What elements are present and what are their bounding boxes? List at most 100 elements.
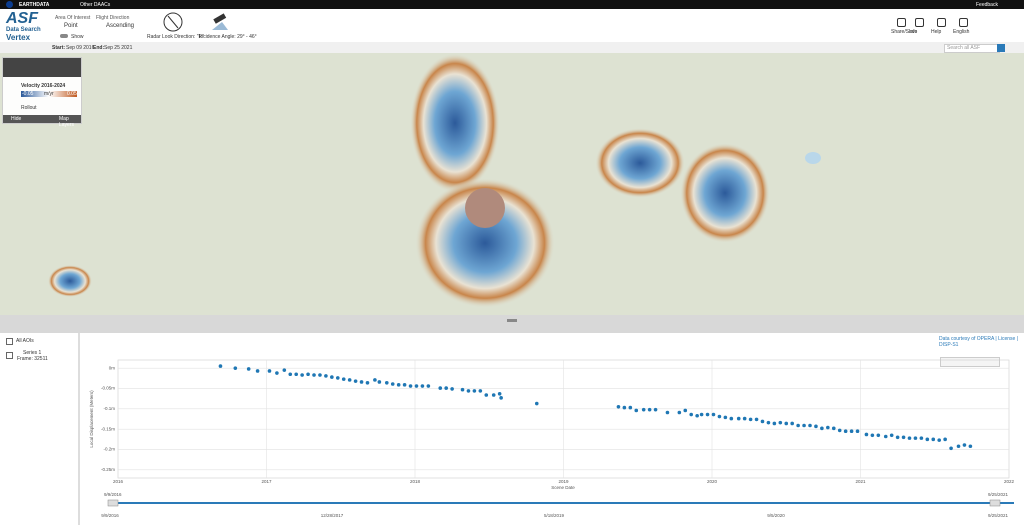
data-point xyxy=(353,379,358,383)
data-point xyxy=(444,386,448,390)
data-point xyxy=(460,387,465,392)
data-point xyxy=(384,380,389,385)
date-bar: Start: Sep 09 2016 End: Sep 25 2021 Sear… xyxy=(0,42,1024,53)
data-point xyxy=(831,426,836,431)
header-action[interactable]: Share/Save xyxy=(891,29,918,35)
daacs-menu[interactable]: Other DAACs xyxy=(80,1,111,8)
data-point xyxy=(341,377,346,381)
flight-label: Flight Direction xyxy=(96,15,130,21)
data-point xyxy=(466,389,471,393)
plot-frame xyxy=(117,359,1010,479)
search-input[interactable]: Search all ASF xyxy=(944,43,1000,53)
data-point xyxy=(943,437,947,442)
data-point xyxy=(889,433,894,438)
data-point xyxy=(324,374,328,378)
scale-unit: m/yr xyxy=(44,91,54,97)
data-point xyxy=(837,428,842,433)
data-point xyxy=(736,416,741,421)
data-point xyxy=(478,389,483,393)
timeline-handle[interactable] xyxy=(989,499,1001,507)
series-name: Series 1 xyxy=(23,350,42,356)
data-point xyxy=(312,373,316,377)
header-action[interactable]: Info xyxy=(909,29,918,35)
x-tick-label: 2022 xyxy=(1004,479,1015,484)
header-action[interactable]: English xyxy=(953,29,970,35)
chart-toolbar[interactable] xyxy=(940,357,1000,367)
timeline-tick-label: 12/28/2017 xyxy=(321,513,344,518)
panel-divider[interactable] xyxy=(0,315,1024,333)
data-point xyxy=(949,446,953,451)
incidence: Incidence Angle: 29° - 46° xyxy=(199,34,257,40)
data-point xyxy=(365,380,370,385)
action-icon[interactable] xyxy=(937,18,946,27)
data-point xyxy=(246,367,251,371)
aoi-select[interactable]: Point xyxy=(64,23,78,29)
y-tick-label: -0.1m xyxy=(103,406,115,411)
action-icon[interactable] xyxy=(959,18,968,27)
data-point xyxy=(820,426,824,431)
x-axis-label: Scene Date xyxy=(551,485,575,490)
feedback-link[interactable]: Feedback xyxy=(976,1,998,8)
data-point xyxy=(420,384,425,388)
data-point xyxy=(306,372,310,377)
data-point xyxy=(699,412,704,417)
flight-select[interactable]: Ascending xyxy=(106,23,135,29)
data-point xyxy=(855,429,860,434)
data-point xyxy=(760,419,765,424)
checkbox[interactable] xyxy=(6,352,13,359)
panel-footer xyxy=(3,115,81,123)
data-point xyxy=(962,443,967,447)
satellite-icon xyxy=(212,13,228,30)
data-point xyxy=(683,408,688,413)
x-tick-label: 2018 xyxy=(410,479,421,484)
data-point xyxy=(870,433,875,438)
data-point xyxy=(377,380,382,384)
data-point xyxy=(808,423,812,428)
data-point xyxy=(956,444,961,449)
data-point xyxy=(267,369,272,373)
data-point xyxy=(275,371,279,375)
data-point xyxy=(472,389,477,393)
data-point xyxy=(814,424,818,429)
data-point xyxy=(766,420,771,425)
data-point xyxy=(925,437,930,442)
logo-name: Vertex xyxy=(6,33,31,42)
top-bar: EARTHDATA Other DAACs Feedback xyxy=(0,0,1024,9)
show-toggle[interactable] xyxy=(60,34,68,38)
x-tick-label: 2019 xyxy=(558,479,569,484)
search-button[interactable] xyxy=(997,43,1005,52)
map-toolbar xyxy=(3,58,81,77)
data-point xyxy=(802,423,806,428)
timeline-handle[interactable] xyxy=(107,499,119,507)
x-tick-label: 2016 xyxy=(113,479,124,484)
logo-subtitle: Data Search xyxy=(6,27,41,33)
header-action[interactable]: Help xyxy=(931,29,942,35)
data-point xyxy=(300,373,304,377)
nasa-logo xyxy=(6,1,13,8)
data-point xyxy=(402,383,407,387)
data-point xyxy=(772,421,777,426)
layer2-name: Rollout xyxy=(21,105,37,111)
data-point xyxy=(330,375,334,379)
y-tick-label: -0.2m xyxy=(103,447,115,452)
action-icon[interactable] xyxy=(897,18,906,27)
checkbox[interactable] xyxy=(6,338,13,345)
show-label: Show xyxy=(71,34,84,40)
data-point xyxy=(641,407,646,412)
y-tick-label: -0.15m xyxy=(101,426,115,431)
data-point xyxy=(426,384,431,388)
data-point xyxy=(499,396,503,400)
data-point xyxy=(826,425,830,430)
data-point xyxy=(347,378,352,382)
map[interactable] xyxy=(0,53,1024,315)
data-point xyxy=(622,405,627,410)
drag-handle[interactable] xyxy=(507,319,517,322)
data-point xyxy=(438,386,443,390)
data-point xyxy=(876,433,881,438)
start-label: Start: xyxy=(52,44,66,51)
action-icon[interactable] xyxy=(915,18,924,27)
timeline-tick-label: 9/25/2021 xyxy=(988,513,1009,518)
map-layers-button[interactable]: Map Layers xyxy=(59,116,75,128)
data-point xyxy=(895,435,900,440)
hide-button[interactable]: Hide xyxy=(11,116,22,122)
